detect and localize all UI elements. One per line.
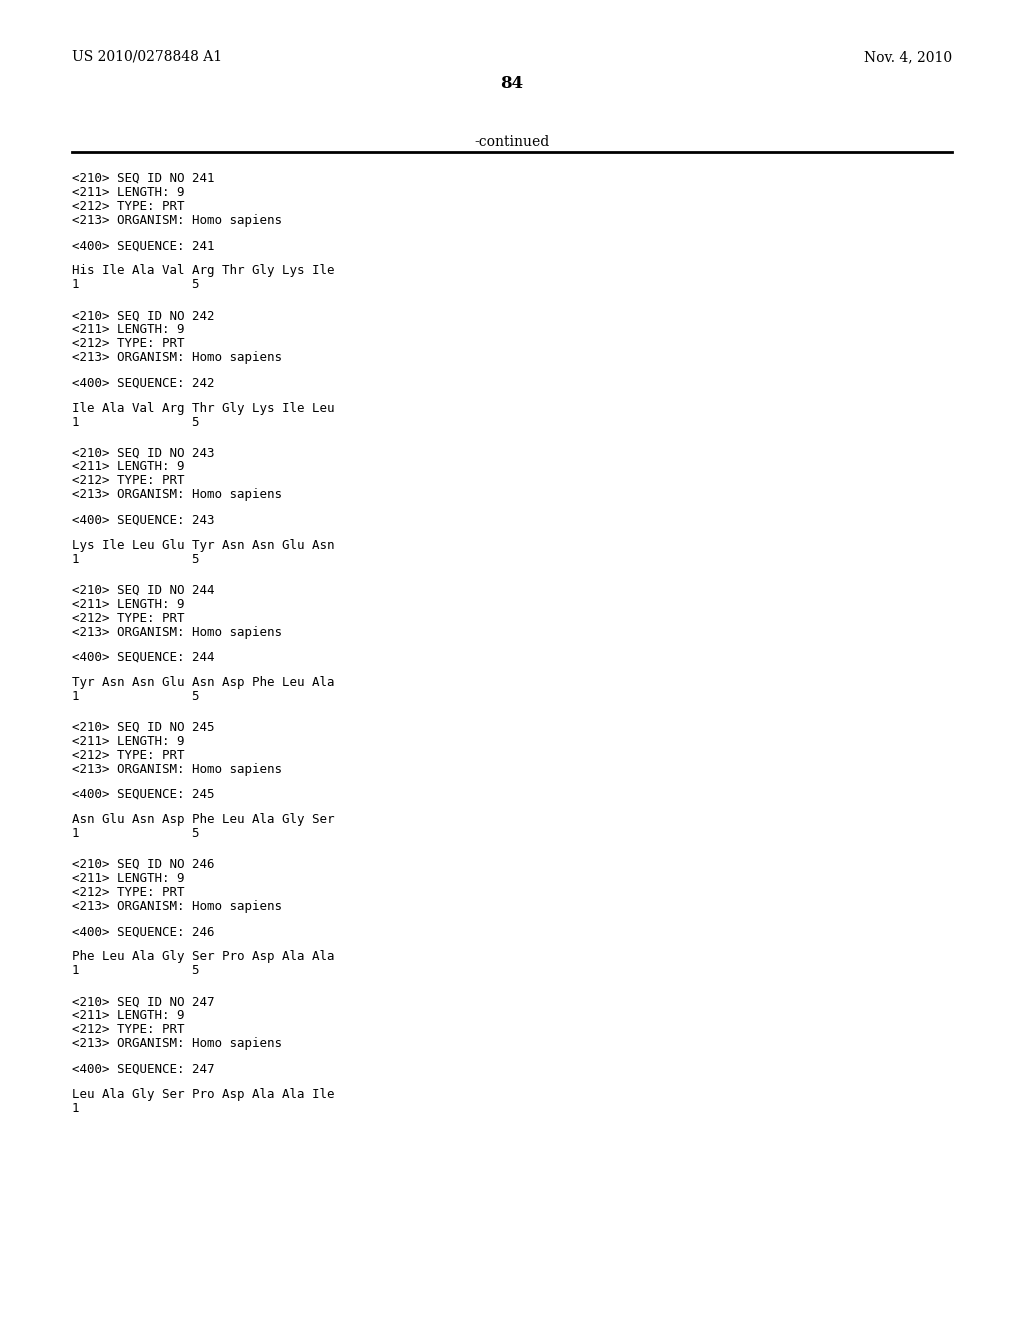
Text: 84: 84 <box>501 75 523 92</box>
Text: <212> TYPE: PRT: <212> TYPE: PRT <box>72 611 184 624</box>
Text: <212> TYPE: PRT: <212> TYPE: PRT <box>72 1023 184 1036</box>
Text: <210> SEQ ID NO 241: <210> SEQ ID NO 241 <box>72 172 214 185</box>
Text: Tyr Asn Asn Glu Asn Asp Phe Leu Ala: Tyr Asn Asn Glu Asn Asp Phe Leu Ala <box>72 676 335 689</box>
Text: <211> LENGTH: 9: <211> LENGTH: 9 <box>72 598 184 611</box>
Text: <400> SEQUENCE: 242: <400> SEQUENCE: 242 <box>72 376 214 389</box>
Text: <211> LENGTH: 9: <211> LENGTH: 9 <box>72 323 184 337</box>
Text: Leu Ala Gly Ser Pro Asp Ala Ala Ile: Leu Ala Gly Ser Pro Asp Ala Ala Ile <box>72 1088 335 1101</box>
Text: 1               5: 1 5 <box>72 279 200 292</box>
Text: <400> SEQUENCE: 244: <400> SEQUENCE: 244 <box>72 651 214 664</box>
Text: Asn Glu Asn Asp Phe Leu Ala Gly Ser: Asn Glu Asn Asp Phe Leu Ala Gly Ser <box>72 813 335 826</box>
Text: 1               5: 1 5 <box>72 965 200 977</box>
Text: 1: 1 <box>72 1102 80 1114</box>
Text: <210> SEQ ID NO 244: <210> SEQ ID NO 244 <box>72 583 214 597</box>
Text: <212> TYPE: PRT: <212> TYPE: PRT <box>72 337 184 350</box>
Text: His Ile Ala Val Arg Thr Gly Lys Ile: His Ile Ala Val Arg Thr Gly Lys Ile <box>72 264 335 277</box>
Text: <212> TYPE: PRT: <212> TYPE: PRT <box>72 886 184 899</box>
Text: <211> LENGTH: 9: <211> LENGTH: 9 <box>72 735 184 748</box>
Text: <400> SEQUENCE: 243: <400> SEQUENCE: 243 <box>72 513 214 527</box>
Text: -continued: -continued <box>474 135 550 149</box>
Text: <213> ORGANISM: Homo sapiens: <213> ORGANISM: Homo sapiens <box>72 900 282 913</box>
Text: <212> TYPE: PRT: <212> TYPE: PRT <box>72 474 184 487</box>
Text: 1               5: 1 5 <box>72 553 200 566</box>
Text: <400> SEQUENCE: 245: <400> SEQUENCE: 245 <box>72 788 214 801</box>
Text: 1               5: 1 5 <box>72 416 200 429</box>
Text: Phe Leu Ala Gly Ser Pro Asp Ala Ala: Phe Leu Ala Gly Ser Pro Asp Ala Ala <box>72 950 335 964</box>
Text: 1               5: 1 5 <box>72 828 200 841</box>
Text: <211> LENGTH: 9: <211> LENGTH: 9 <box>72 1010 184 1022</box>
Text: <211> LENGTH: 9: <211> LENGTH: 9 <box>72 873 184 884</box>
Text: <400> SEQUENCE: 241: <400> SEQUENCE: 241 <box>72 239 214 252</box>
Text: <213> ORGANISM: Homo sapiens: <213> ORGANISM: Homo sapiens <box>72 488 282 502</box>
Text: <210> SEQ ID NO 242: <210> SEQ ID NO 242 <box>72 309 214 322</box>
Text: <400> SEQUENCE: 246: <400> SEQUENCE: 246 <box>72 925 214 939</box>
Text: <213> ORGANISM: Homo sapiens: <213> ORGANISM: Homo sapiens <box>72 763 282 776</box>
Text: <213> ORGANISM: Homo sapiens: <213> ORGANISM: Homo sapiens <box>72 1038 282 1051</box>
Text: US 2010/0278848 A1: US 2010/0278848 A1 <box>72 50 222 63</box>
Text: <210> SEQ ID NO 246: <210> SEQ ID NO 246 <box>72 858 214 871</box>
Text: Nov. 4, 2010: Nov. 4, 2010 <box>864 50 952 63</box>
Text: <212> TYPE: PRT: <212> TYPE: PRT <box>72 201 184 213</box>
Text: <210> SEQ ID NO 245: <210> SEQ ID NO 245 <box>72 721 214 734</box>
Text: 1               5: 1 5 <box>72 690 200 704</box>
Text: Ile Ala Val Arg Thr Gly Lys Ile Leu: Ile Ala Val Arg Thr Gly Lys Ile Leu <box>72 401 335 414</box>
Text: <213> ORGANISM: Homo sapiens: <213> ORGANISM: Homo sapiens <box>72 626 282 639</box>
Text: <213> ORGANISM: Homo sapiens: <213> ORGANISM: Homo sapiens <box>72 214 282 227</box>
Text: Lys Ile Leu Glu Tyr Asn Asn Glu Asn: Lys Ile Leu Glu Tyr Asn Asn Glu Asn <box>72 539 335 552</box>
Text: <211> LENGTH: 9: <211> LENGTH: 9 <box>72 461 184 474</box>
Text: <400> SEQUENCE: 247: <400> SEQUENCE: 247 <box>72 1063 214 1076</box>
Text: <210> SEQ ID NO 243: <210> SEQ ID NO 243 <box>72 446 214 459</box>
Text: <211> LENGTH: 9: <211> LENGTH: 9 <box>72 186 184 199</box>
Text: <212> TYPE: PRT: <212> TYPE: PRT <box>72 748 184 762</box>
Text: <213> ORGANISM: Homo sapiens: <213> ORGANISM: Homo sapiens <box>72 351 282 364</box>
Text: <210> SEQ ID NO 247: <210> SEQ ID NO 247 <box>72 995 214 1008</box>
